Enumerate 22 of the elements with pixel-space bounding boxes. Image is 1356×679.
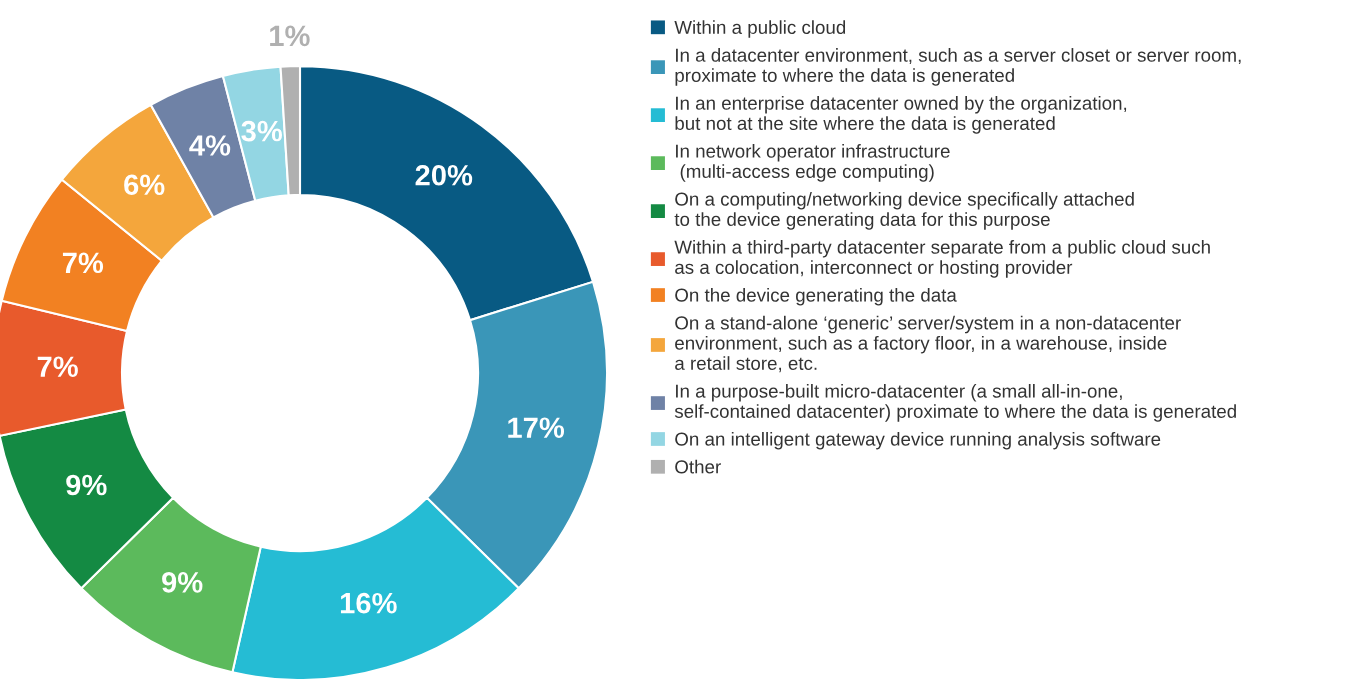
data-label: 16%	[340, 592, 397, 614]
legend-label: On an intelligent gateway device running analysis software	[675, 431, 1161, 450]
legend-label: Within a third-party datacenter separate from a public cloud such as a colocation, interconnect or hosting provider	[674, 240, 1210, 278]
legend-label: In a purpose-built micro-datacenter (a small all-in-one, self-contained datacenter) proximate to where the data is generated	[674, 383, 1236, 422]
legend-label: In a datacenter environment, such as a server closet or server room, proximate to where the data is generated	[675, 48, 1241, 86]
data-label: 7%	[62, 252, 104, 274]
data-label: 4%	[189, 135, 231, 156]
data-label: 7%	[37, 356, 78, 377]
data-label: 17%	[508, 417, 565, 438]
data-label: 3%	[241, 120, 282, 142]
data-label: 1%	[270, 25, 310, 47]
legend-label: On a computing/networking device specifically attached to the device generating data for this purpose	[674, 192, 1134, 230]
legend-label: Within a public cloud	[674, 20, 846, 38]
legend-label: On a stand-alone ‘generic’ server/system in a non-datacenter environment, such as a factory floor, in a warehouse, inside a retail store, etc.	[675, 315, 1181, 373]
legend-label: In an enterprise datacenter owned by the organization, but not at the site where the data is generated	[675, 96, 1127, 134]
data-label: 9%	[162, 572, 203, 593]
legend-label: In network operator infrastructure (multi-access edge computing)	[676, 144, 950, 182]
legend-label: On the device generating the data	[675, 288, 957, 306]
data-label: 6%	[124, 174, 165, 196]
data-label: 9%	[66, 474, 107, 496]
legend-label: Other	[675, 459, 721, 474]
data-label: 20%	[415, 164, 473, 186]
